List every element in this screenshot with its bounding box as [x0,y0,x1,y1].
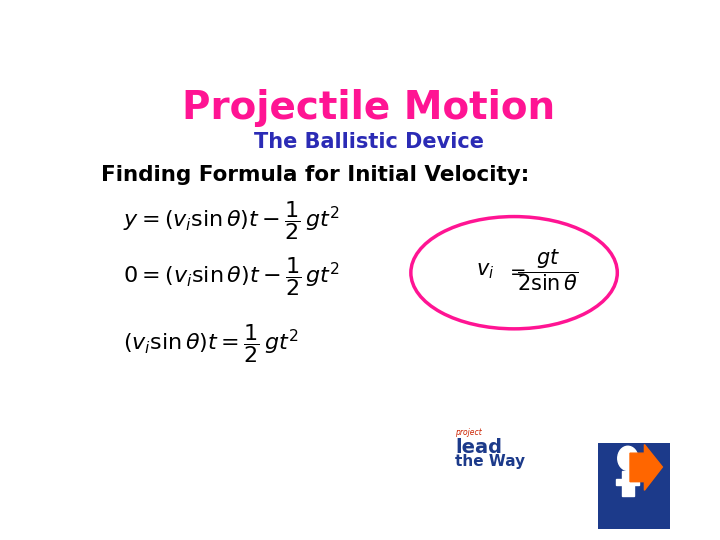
Circle shape [618,446,638,470]
Text: $(v_i \sin\theta)t = \dfrac{1}{2}\,gt^2$: $(v_i \sin\theta)t = \dfrac{1}{2}\,gt^2$ [124,322,299,365]
Polygon shape [630,444,662,490]
Text: $v_i$: $v_i$ [476,261,495,281]
Text: The Ballistic Device: The Ballistic Device [254,132,484,152]
Text: $\dfrac{gt}{2\sin\theta}$: $\dfrac{gt}{2\sin\theta}$ [517,248,578,293]
Text: $=$: $=$ [505,261,526,280]
Text: lead: lead [456,438,503,457]
Text: the Way: the Way [456,454,526,469]
FancyArrow shape [616,478,628,485]
Text: project: project [456,428,482,437]
Text: Finding Formula for Initial Velocity:: Finding Formula for Initial Velocity: [101,165,529,185]
FancyArrow shape [622,471,634,496]
Text: Projectile Motion: Projectile Motion [182,90,556,127]
FancyArrow shape [628,478,639,485]
Text: $0 = (v_i \sin\theta)t - \dfrac{1}{2}\,gt^2$: $0 = (v_i \sin\theta)t - \dfrac{1}{2}\,g… [124,255,341,298]
Text: $y = (v_i \sin\theta)t - \dfrac{1}{2}\,gt^2$: $y = (v_i \sin\theta)t - \dfrac{1}{2}\,g… [124,199,340,242]
